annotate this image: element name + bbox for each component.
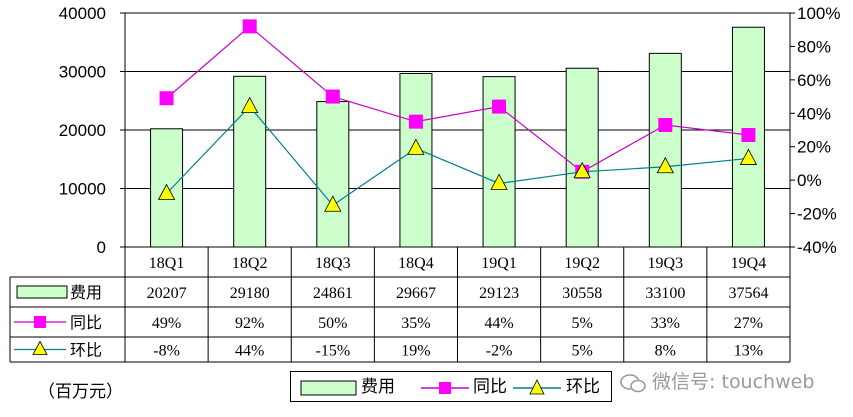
- table-cell: 29123: [479, 285, 519, 302]
- legend-bar-swatch: [300, 380, 357, 396]
- table-cell: 50%: [318, 315, 347, 332]
- row-label: 费用: [70, 283, 102, 302]
- qoq-point: [241, 96, 259, 113]
- qoq-point: [324, 195, 342, 212]
- y-left-tick-label: 30000: [59, 63, 106, 82]
- y-left-tick-label: 10000: [59, 180, 106, 199]
- bar: [316, 101, 350, 248]
- y-right-tick-label: 100%: [797, 4, 840, 23]
- y-right-tick-label: 20%: [797, 138, 831, 157]
- gridlines: [125, 12, 790, 189]
- qoq-point: [573, 161, 591, 179]
- row-bar-swatch: [16, 285, 68, 299]
- watermark-text: 微信号: touchweb: [652, 371, 815, 393]
- category-label: 18Q4: [398, 255, 434, 272]
- category-label: 19Q1: [481, 255, 517, 272]
- table-cell: 19%: [401, 343, 430, 360]
- legend-qoq-marker: [529, 379, 545, 395]
- yoy-point: [325, 89, 340, 104]
- bar-series: [150, 26, 765, 248]
- yoy-line: [166, 25, 749, 173]
- qoq-line: [166, 105, 749, 207]
- table-cell: 8%: [655, 343, 676, 360]
- data-table: 18Q1 18Q2 18Q3 18Q4 19Q1 19Q2 19Q3 19Q4 20207 291…: [9, 246, 791, 363]
- qoq-point: [739, 148, 758, 165]
- table-cell: 5%: [572, 315, 593, 332]
- yoy-point: [408, 114, 423, 129]
- table-cell: 33100: [645, 285, 685, 302]
- row-label: 环比: [70, 341, 102, 360]
- y-right-tick-label: 80%: [797, 37, 831, 56]
- qoq-point: [656, 156, 674, 174]
- yoy-point: [242, 19, 257, 34]
- legend-label-fee: 费用: [361, 377, 395, 397]
- y-left-tick-label: 20000: [59, 121, 106, 140]
- legend-symbols: [300, 379, 561, 396]
- unit-label: （百万元）: [38, 382, 123, 402]
- tick-labels: 0 10000 20000 30000 40000 -40% -20% 0% 20% 40% 60%…: [59, 4, 841, 257]
- row-yoy-marker: [34, 316, 46, 328]
- legend-label-qoq: 环比: [566, 377, 600, 397]
- table-cell: 35%: [401, 315, 430, 332]
- yoy-point: [159, 91, 174, 106]
- table-cell: 92%: [235, 315, 264, 332]
- legend-label-yoy: 同比: [473, 377, 507, 397]
- table-cell: 33%: [651, 315, 680, 332]
- table-cell: 37564: [728, 285, 768, 302]
- table-cell: -8%: [153, 343, 180, 360]
- wechat-icon: [620, 373, 646, 392]
- table-cell: 27%: [734, 315, 763, 332]
- row-qoq-marker: [32, 340, 48, 355]
- y-left-tick-label: 40000: [59, 4, 106, 23]
- y-right-tick-label: -20%: [797, 205, 837, 224]
- table-cell: 24861: [313, 285, 353, 302]
- category-label: 18Q1: [149, 255, 185, 272]
- line-series: [157, 19, 758, 212]
- table-cell: 44%: [235, 343, 264, 360]
- table-cell: 29667: [396, 285, 436, 302]
- table-cell: 30558: [562, 285, 602, 302]
- category-label: 18Q2: [232, 255, 268, 272]
- table-cell: 20207: [147, 285, 187, 302]
- bar: [565, 67, 599, 248]
- qoq-point: [490, 173, 508, 190]
- yoy-point: [492, 99, 507, 114]
- table-cell: 5%: [572, 343, 593, 360]
- y-left-tick-label: 0: [97, 238, 106, 257]
- table-cell: 13%: [734, 343, 763, 360]
- row-label: 同比: [70, 313, 102, 332]
- bar: [648, 52, 682, 248]
- qoq-point: [157, 183, 176, 200]
- y-right-tick-label: -40%: [797, 238, 837, 257]
- bar: [399, 72, 433, 248]
- qoq-point: [407, 138, 425, 155]
- table-cell: -2%: [486, 343, 513, 360]
- table-cell: 29180: [230, 285, 270, 302]
- y-right-tick-label: 60%: [797, 71, 831, 90]
- table-cell: -15%: [315, 343, 350, 360]
- y-right-tick-label: 0%: [797, 171, 822, 190]
- category-label: 19Q4: [731, 255, 767, 272]
- category-label: 18Q3: [315, 255, 351, 272]
- table-cell: 44%: [484, 315, 513, 332]
- axes: [120, 12, 795, 248]
- y-right-tick-label: 40%: [797, 104, 831, 123]
- yoy-point: [741, 128, 756, 143]
- yoy-point: [658, 117, 673, 132]
- category-label: 19Q3: [648, 255, 684, 272]
- legend-yoy-marker: [439, 382, 451, 394]
- table-cell: 49%: [152, 315, 181, 332]
- category-label: 19Q2: [564, 255, 600, 272]
- legend: 费用 同比 环比: [290, 371, 612, 402]
- watermark: 微信号: touchweb: [620, 367, 850, 397]
